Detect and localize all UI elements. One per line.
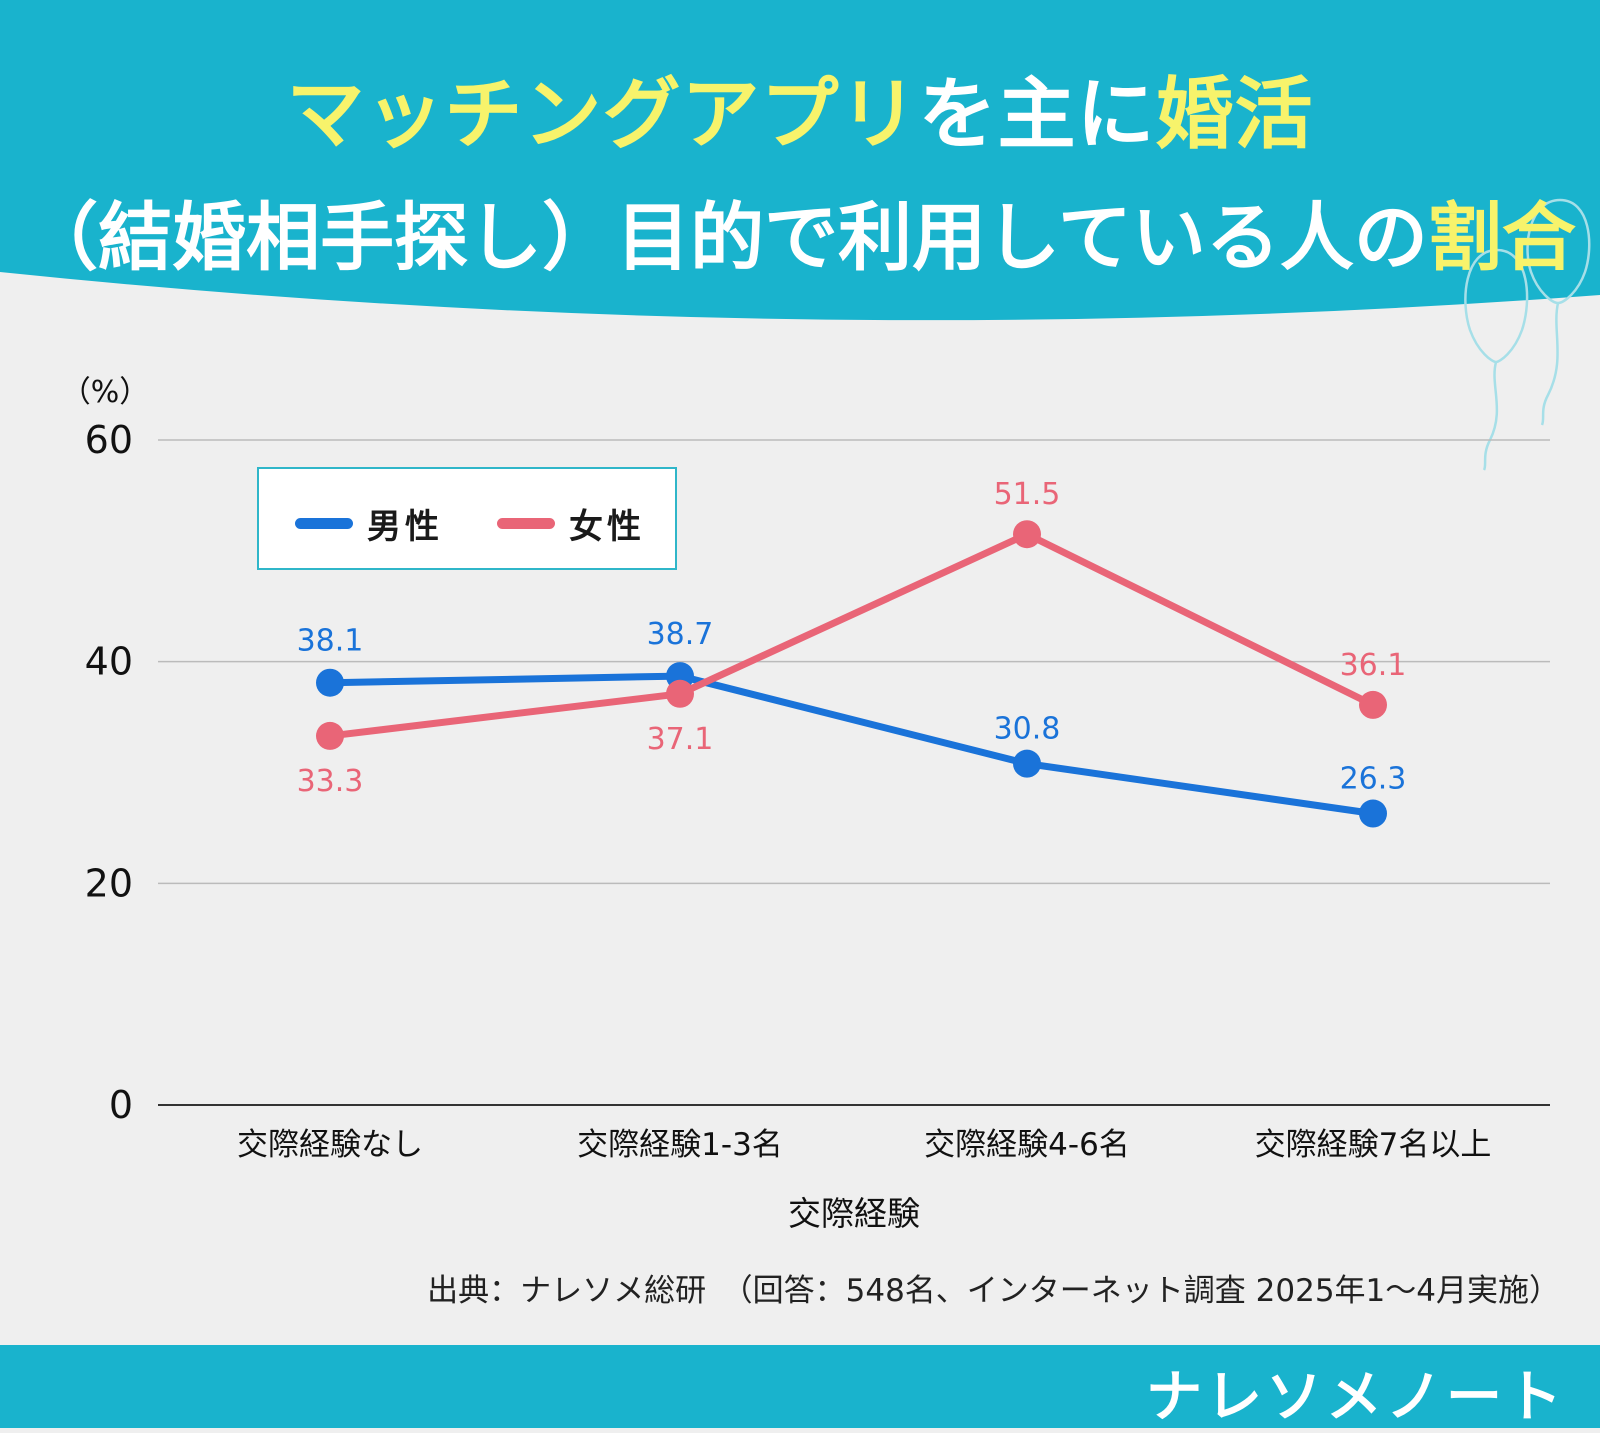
legend-swatch-women [497, 518, 555, 529]
gridlines [158, 439, 1550, 1106]
title-highlight: 婚活 [1155, 70, 1314, 160]
footer-bar [0, 1345, 1600, 1428]
data-label-women: 51.5 [994, 477, 1061, 512]
brand-logo: ナレソメノート [1146, 1365, 1566, 1430]
data-point-women [316, 721, 344, 750]
data-point-men [316, 668, 344, 697]
y-tick-label: 40 [85, 640, 133, 684]
y-tick-label: 60 [85, 418, 133, 462]
legend-item-women: 女性 [497, 499, 645, 548]
x-tick-label: 交際経験4-6名 [924, 1127, 1130, 1163]
data-label-women: 36.1 [1340, 648, 1407, 683]
data-label-women: 33.3 [297, 764, 364, 799]
series [316, 520, 1387, 828]
series-line-men [329, 672, 1374, 817]
data-label-men: 26.3 [1340, 762, 1407, 797]
x-tick-label: 交際経験なし [237, 1127, 423, 1163]
header-background [0, 0, 1600, 471]
data-point-men [1013, 749, 1041, 778]
title-text: を主に [918, 70, 1156, 160]
legend-label-men: 男性 [367, 507, 443, 547]
source-note: 出典：ナレソメ総研 （回答：548名、インターネット調査 2025年1～4月実施… [427, 1273, 1560, 1309]
title-highlight: マッチングアプリ [286, 70, 919, 160]
legend: 男性 女性 [257, 467, 677, 570]
title-highlight: 割合 [1427, 195, 1576, 281]
y-tick-label: 20 [85, 861, 133, 905]
data-label-men: 38.1 [297, 624, 364, 659]
data-label-men: 30.8 [994, 712, 1061, 747]
legend-item-men: 男性 [295, 499, 443, 548]
data-point-women [1013, 520, 1041, 549]
data-point-women [1359, 690, 1387, 719]
data-label-women: 37.1 [647, 722, 714, 757]
series-line-women [329, 530, 1375, 740]
x-tick-label: 交際経験7名以上 [1255, 1127, 1492, 1163]
legend-label-women: 女性 [569, 507, 645, 547]
data-point-men [1359, 799, 1387, 828]
y-axis-unit-label: （%） [61, 375, 150, 410]
chart-title-line-1: マッチングアプリを主に婚活 [0, 52, 1600, 164]
y-tick-label: 0 [109, 1083, 133, 1127]
x-axis-label: 交際経験 [788, 1194, 920, 1233]
axes: 0 20 40 60 （%） 交際経験なし 交際経験1-3名 交際経験4-6名 交際経験7名以上… [61, 375, 1492, 1233]
data-point-women [666, 679, 694, 708]
data-labels: 38.1 33.3 38.7 37.1 30.8 51.5 26.3 36.1 [297, 477, 1407, 799]
chart-title-line-2: （結婚相手探し）目的で利用している人の割合 [0, 178, 1600, 285]
data-label-men: 38.7 [647, 617, 714, 652]
title-text: （結婚相手探し）目的で利用している人の [24, 195, 1428, 281]
x-tick-label: 交際経験1-3名 [577, 1127, 783, 1163]
legend-swatch-men [295, 518, 353, 529]
